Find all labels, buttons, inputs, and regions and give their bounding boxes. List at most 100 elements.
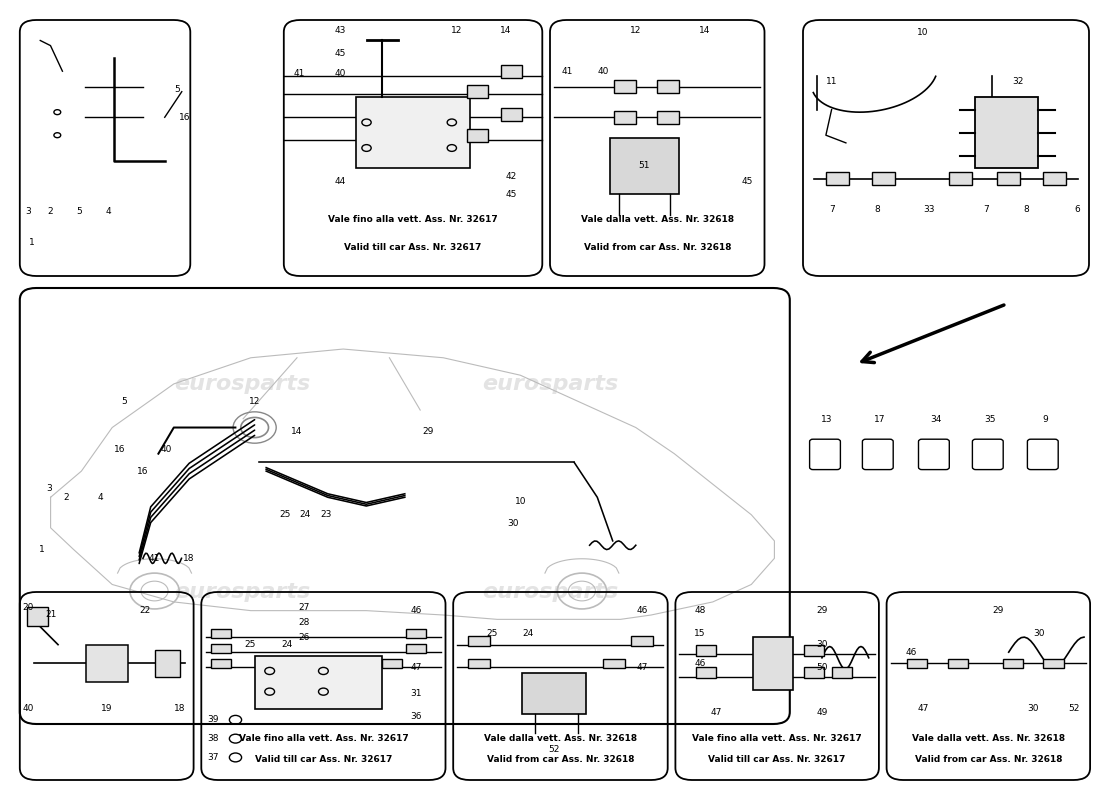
Bar	[631, 636, 652, 646]
Text: 42: 42	[506, 172, 517, 181]
Text: 8: 8	[874, 205, 880, 214]
Bar	[500, 108, 521, 121]
Text: 13: 13	[822, 415, 833, 425]
Text: 18: 18	[174, 704, 186, 713]
Text: 30: 30	[1034, 629, 1045, 638]
Text: 16: 16	[114, 445, 125, 454]
Text: 11: 11	[826, 77, 837, 86]
Bar	[948, 658, 968, 668]
Bar	[1043, 658, 1064, 668]
Text: 23: 23	[320, 510, 332, 519]
Text: Vale fino alla vett. Ass. Nr. 32617: Vale fino alla vett. Ass. Nr. 32617	[239, 734, 408, 743]
Text: Valid till car Ass. Nr. 32617: Valid till car Ass. Nr. 32617	[344, 243, 482, 252]
Text: eurosparts: eurosparts	[174, 582, 310, 602]
Text: 29: 29	[816, 606, 827, 615]
Text: Valid from car Ass. Nr. 32618: Valid from car Ass. Nr. 32618	[914, 755, 1063, 764]
Text: 10: 10	[917, 28, 928, 38]
Text: 46: 46	[694, 659, 705, 668]
Text: 47: 47	[410, 662, 422, 672]
Text: Vale dalla vett. Ass. Nr. 32618: Vale dalla vett. Ass. Nr. 32618	[484, 734, 637, 743]
Text: 7: 7	[828, 205, 835, 214]
Text: 9: 9	[1042, 415, 1048, 425]
Text: 30: 30	[507, 519, 518, 528]
Bar	[155, 650, 179, 677]
Bar	[949, 172, 971, 185]
Text: 45: 45	[741, 177, 754, 186]
Text: 26: 26	[298, 633, 309, 642]
Text: 40: 40	[23, 704, 34, 713]
Text: 1: 1	[39, 545, 44, 554]
Text: 31: 31	[410, 689, 422, 698]
Bar	[356, 97, 470, 169]
Bar	[469, 658, 490, 668]
Text: 49: 49	[816, 708, 827, 717]
Text: 36: 36	[410, 711, 422, 721]
Text: 52: 52	[548, 746, 560, 754]
Text: 52: 52	[1068, 704, 1079, 713]
Text: Vale fino alla vett. Ass. Nr. 32617: Vale fino alla vett. Ass. Nr. 32617	[328, 215, 498, 224]
Text: 29: 29	[422, 427, 433, 436]
Text: Vale fino alla vett. Ass. Nr. 32617: Vale fino alla vett. Ass. Nr. 32617	[692, 734, 862, 743]
Text: 45: 45	[336, 49, 346, 58]
Bar	[832, 667, 852, 678]
Text: 25: 25	[244, 640, 256, 649]
Bar	[406, 629, 426, 638]
Text: 12: 12	[630, 26, 641, 34]
Bar	[406, 644, 426, 653]
Text: 25: 25	[486, 629, 497, 638]
Text: 22: 22	[140, 606, 151, 615]
Bar	[804, 645, 824, 656]
Text: 5: 5	[121, 397, 126, 406]
Text: 10: 10	[515, 497, 526, 506]
Bar	[975, 97, 1037, 169]
Bar	[468, 86, 488, 98]
Text: 4: 4	[106, 207, 111, 217]
Text: 17: 17	[874, 415, 886, 425]
Text: 46: 46	[905, 648, 916, 657]
Text: 21: 21	[45, 610, 57, 619]
Bar	[804, 667, 824, 678]
Text: 3: 3	[46, 484, 52, 493]
Bar	[695, 667, 716, 678]
Bar	[211, 658, 231, 668]
Bar	[1002, 658, 1023, 668]
Bar	[906, 658, 927, 668]
Text: 45: 45	[506, 190, 517, 198]
Bar	[255, 656, 382, 709]
Bar	[603, 658, 625, 668]
Text: 15: 15	[694, 629, 705, 638]
Text: Valid from car Ass. Nr. 32618: Valid from car Ass. Nr. 32618	[486, 755, 635, 764]
Text: 3: 3	[25, 207, 31, 217]
Text: eurosparts: eurosparts	[482, 582, 618, 602]
Text: 30: 30	[1027, 704, 1038, 713]
Bar	[695, 645, 716, 656]
Text: 39: 39	[208, 715, 219, 724]
Text: 24: 24	[522, 629, 534, 638]
Text: eurosparts: eurosparts	[482, 374, 618, 394]
Text: 44: 44	[336, 177, 346, 186]
Bar	[211, 629, 231, 638]
Text: 46: 46	[636, 606, 648, 615]
Bar	[86, 645, 128, 682]
Text: 48: 48	[694, 606, 705, 615]
Text: 18: 18	[184, 554, 195, 563]
Text: 14: 14	[292, 427, 302, 436]
Text: 46: 46	[410, 606, 422, 615]
Text: 41: 41	[148, 554, 161, 563]
Text: 40: 40	[161, 445, 172, 454]
Text: Valid till car Ass. Nr. 32617: Valid till car Ass. Nr. 32617	[255, 755, 392, 764]
Text: 5: 5	[174, 85, 179, 94]
Bar	[658, 80, 679, 93]
Bar	[211, 644, 231, 653]
Text: 12: 12	[451, 26, 463, 34]
Bar	[614, 80, 636, 93]
Bar	[610, 138, 679, 194]
Text: 4: 4	[98, 493, 103, 502]
Text: 41: 41	[561, 66, 573, 76]
Text: 38: 38	[208, 734, 219, 743]
Text: Vale dalla vett. Ass. Nr. 32618: Vale dalla vett. Ass. Nr. 32618	[912, 734, 1065, 743]
Bar	[500, 65, 521, 78]
Text: 7: 7	[983, 205, 989, 214]
Text: 24: 24	[299, 510, 310, 519]
Bar	[871, 172, 894, 185]
